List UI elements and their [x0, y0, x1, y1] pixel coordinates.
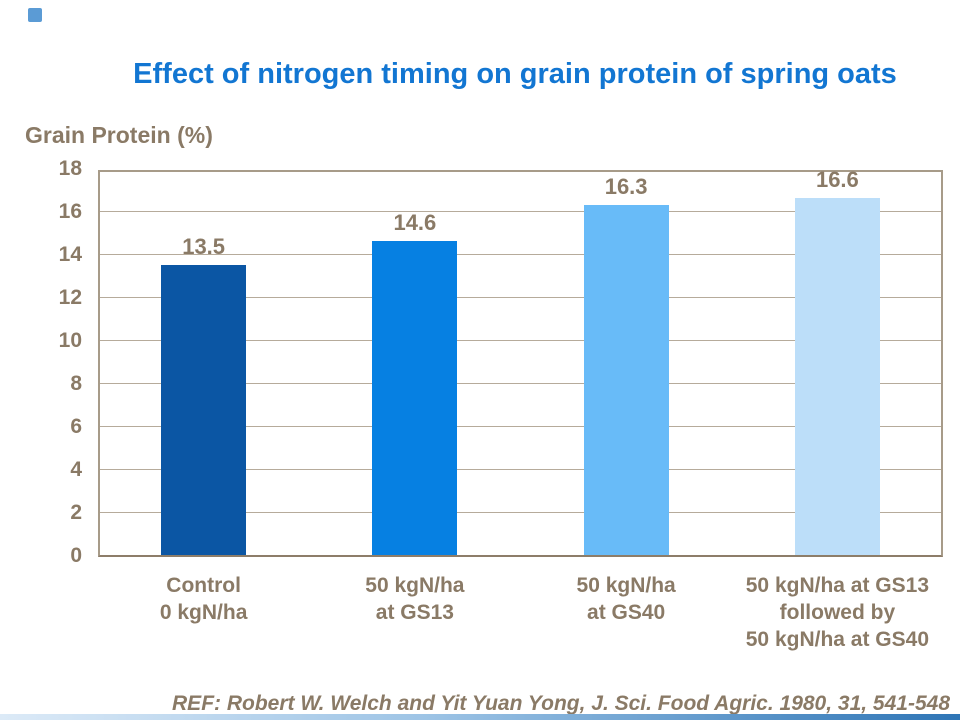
- x-category-line: 0 kgN/ha: [159, 601, 248, 624]
- gridline: [100, 254, 941, 255]
- y-tick-label: 18: [58, 157, 82, 180]
- y-tick-label: 12: [58, 286, 82, 309]
- y-tick-label: 4: [70, 458, 82, 481]
- y-tick-label: 6: [70, 415, 82, 438]
- x-category-label: 50 kgN/ha at GS13 followed by 50 kgN/ha at…: [717, 572, 957, 653]
- y-tick-label: 10: [58, 329, 82, 352]
- gridline: [100, 469, 941, 470]
- x-category-line: 50 kgN/ha at GS13: [745, 574, 929, 597]
- x-category-label: 50 kgN/ha at GS40: [506, 572, 746, 626]
- x-category-line: followed by: [779, 601, 896, 624]
- y-tick-label: 8: [70, 372, 82, 395]
- bar-value-label: 16.3: [604, 173, 648, 199]
- x-category-line: 50 kgN/ha: [576, 574, 676, 597]
- x-category-label: Control 0 kgN/ha: [84, 572, 324, 626]
- bar: [161, 264, 247, 555]
- plot-area: [98, 170, 943, 557]
- x-category-line: at GS13: [375, 601, 454, 624]
- x-category-label: 50 kgN/ha at GS13: [295, 572, 535, 626]
- gridline: [100, 383, 941, 384]
- x-category-line: 50 kgN/ha at GS40: [745, 628, 929, 651]
- x-category-line: at GS40: [587, 601, 666, 624]
- x-category-line: 50 kgN/ha: [365, 574, 465, 597]
- x-category-line: Control: [166, 574, 241, 597]
- corner-decoration-square: [28, 8, 42, 22]
- bar-value-label: 16.6: [815, 167, 859, 193]
- bar-value-label: 14.6: [393, 210, 437, 236]
- bar: [794, 198, 880, 555]
- chart-title: Effect of nitrogen timing on grain prote…: [133, 58, 897, 90]
- gridline: [100, 512, 941, 513]
- reference-citation: REF: Robert W. Welch and Yit Yuan Yong, …: [172, 692, 950, 715]
- bottom-decoration-bar: [0, 714, 960, 720]
- y-axis-title: Grain Protein (%): [25, 122, 213, 148]
- bar: [583, 204, 669, 555]
- y-tick-label: 0: [70, 544, 82, 567]
- gridline: [100, 297, 941, 298]
- y-tick-label: 16: [58, 200, 82, 223]
- y-tick-label: 2: [70, 501, 82, 524]
- bar-value-label: 13.5: [182, 233, 226, 259]
- y-tick-label: 14: [58, 243, 82, 266]
- gridline: [100, 426, 941, 427]
- gridline: [100, 340, 941, 341]
- gridline: [100, 211, 941, 212]
- bar: [372, 241, 458, 555]
